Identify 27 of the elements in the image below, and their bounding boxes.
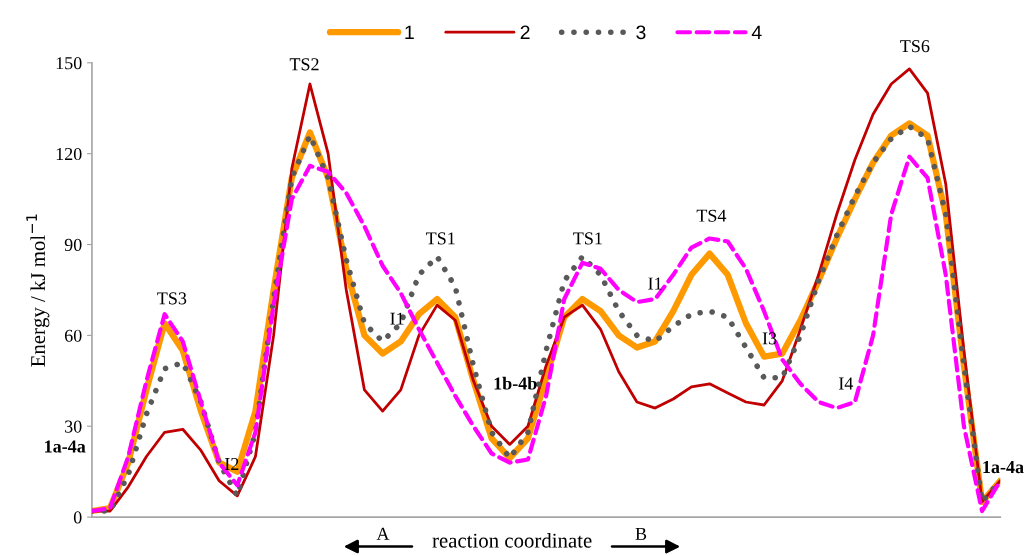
annotation: TS4: [696, 209, 727, 222]
annotation: I1: [390, 312, 404, 325]
text: B: [635, 527, 647, 540]
legend-label: 1: [405, 25, 414, 40]
text: A: [376, 527, 390, 540]
text: 1a-4a: [45, 440, 86, 453]
annotation: 1b-4b: [494, 376, 537, 390]
x-axis-title: reaction coordinate: [432, 532, 592, 548]
y-tick-label: 60: [64, 329, 82, 342]
legend-label: 4: [751, 25, 762, 40]
text: TS6: [900, 40, 930, 53]
y-tick-label: 120: [56, 147, 82, 161]
annotation: TS1: [426, 232, 455, 245]
legend-label: 2: [520, 25, 530, 40]
y-tick-label: 90: [64, 238, 82, 251]
y-tick-label: 30: [65, 420, 82, 433]
annotation: TS1: [573, 232, 602, 245]
annotation: I3: [762, 332, 777, 345]
annotation: TS2: [289, 58, 319, 71]
annotation: TS3: [157, 292, 187, 305]
annotation: 1a-4a: [983, 461, 1024, 474]
annotation: I1: [648, 277, 662, 290]
annotation: I4: [838, 377, 854, 390]
y-tick-label: 150: [56, 57, 82, 70]
y-tick-label: 0: [73, 511, 82, 524]
legend-label: 3: [636, 25, 646, 40]
y-axis-title: Energy / kJ mol$^{−1}$: [26, 214, 50, 367]
